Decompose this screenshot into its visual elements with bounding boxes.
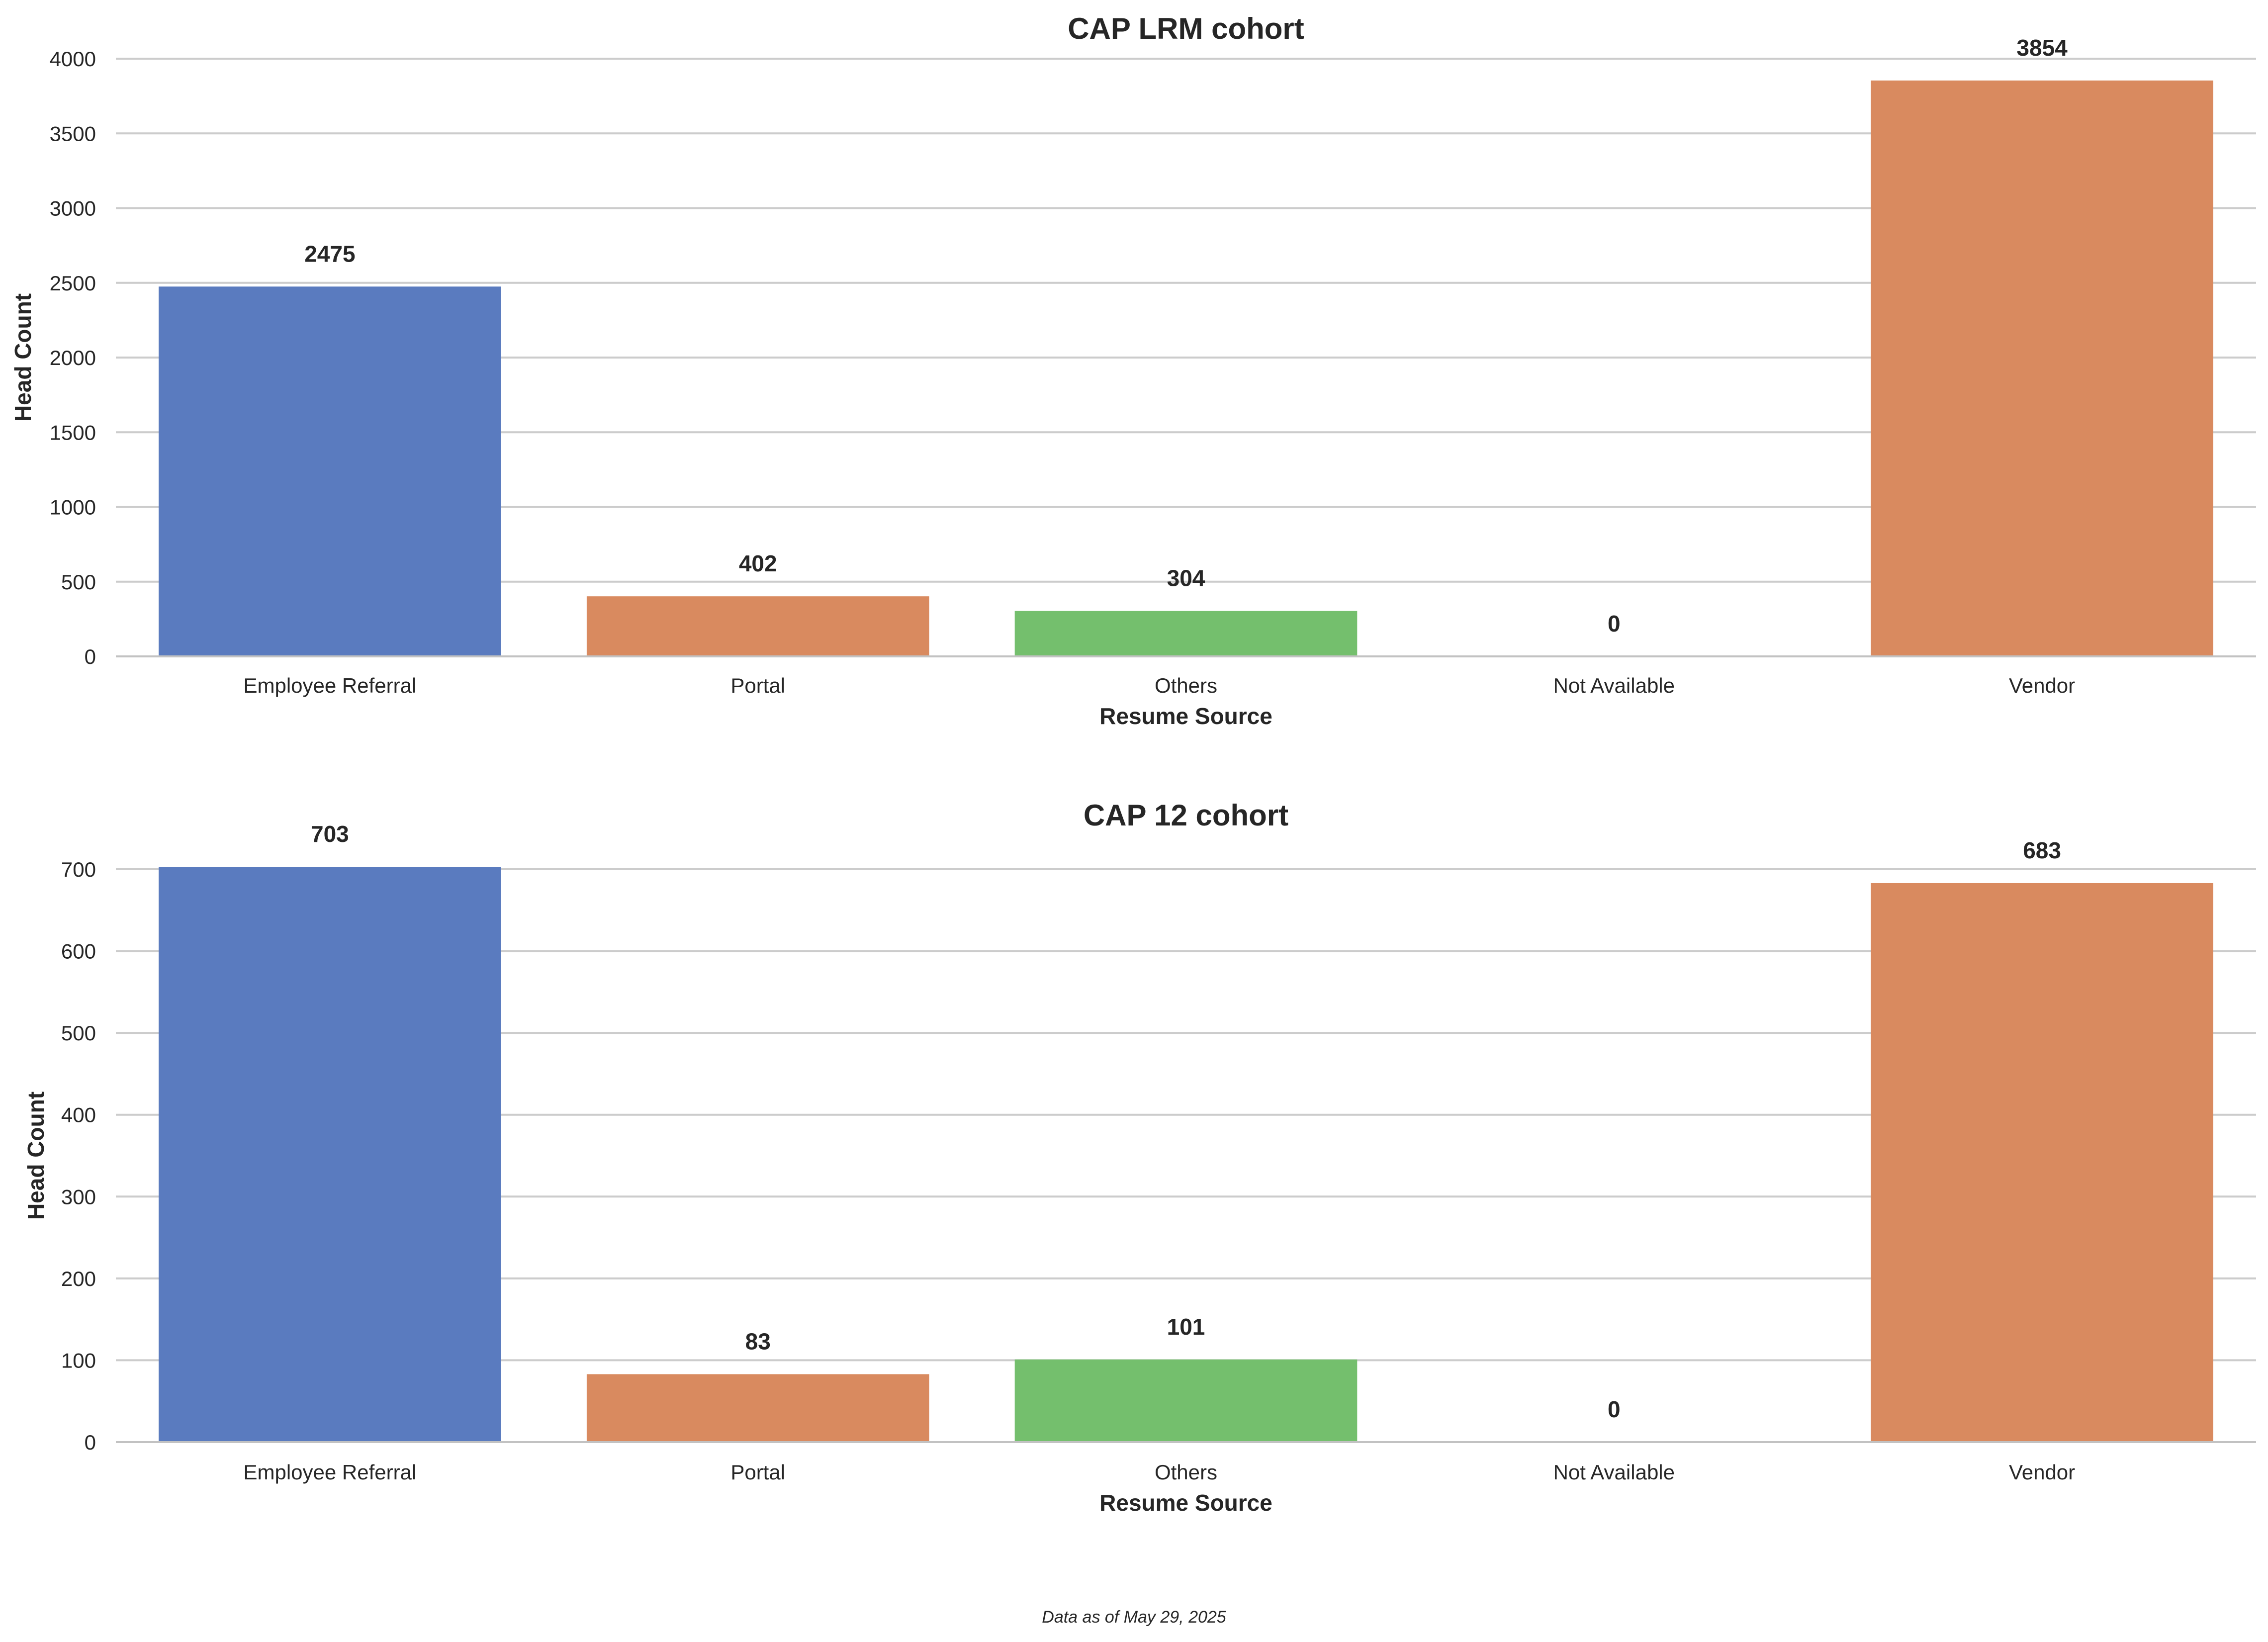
data-label: 0: [1608, 1396, 1621, 1422]
y-tick-label: 2000: [50, 346, 96, 369]
data-label: 83: [745, 1328, 771, 1354]
bar-portal: [586, 1374, 929, 1442]
y-tick-label: 500: [61, 1021, 96, 1045]
data-label: 683: [2023, 837, 2061, 863]
bar-employee-referral: [159, 867, 501, 1442]
data-label: 703: [311, 821, 349, 847]
chart-title: CAP 12 cohort: [1084, 799, 1288, 832]
y-tick-label: 500: [61, 570, 96, 594]
y-tick-label: 2500: [50, 272, 96, 295]
x-tick-label: Not Available: [1553, 674, 1675, 697]
x-tick-label: Portal: [730, 1460, 785, 1484]
data-label: 0: [1608, 611, 1621, 637]
y-tick-label: 200: [61, 1267, 96, 1290]
chart-cap-lrm-cohort: 0 500 1000 1500 2000 2500 3000 3500 4000 2475 Empl…: [10, 12, 2256, 729]
x-tick-label: Employee Referral: [243, 674, 416, 697]
bar-vendor: [1871, 883, 2213, 1442]
y-axis-label: Head Count: [23, 1092, 49, 1220]
chart-cap-12-cohort: 0 100 200 300 400 500 600 700 703 Employee Referr…: [23, 799, 2256, 1516]
footnote: Data as of May 29, 2025: [1042, 1608, 1226, 1627]
bar-portal: [586, 596, 929, 656]
x-tick-label: Not Available: [1553, 1460, 1675, 1484]
y-tick-label: 700: [61, 858, 96, 881]
y-tick-label: 0: [85, 645, 96, 668]
data-label: 101: [1167, 1314, 1205, 1340]
x-tick-label: Others: [1155, 1460, 1217, 1484]
x-tick-label: Vendor: [2009, 1460, 2075, 1484]
x-tick-label: Vendor: [2009, 674, 2075, 697]
y-tick-label: 1000: [50, 496, 96, 519]
bar-others: [1014, 1359, 1358, 1442]
y-tick-label: 3500: [50, 122, 96, 145]
y-tick-label: 400: [61, 1103, 96, 1127]
data-label: 402: [739, 550, 777, 576]
y-axis-label: Head Count: [10, 293, 36, 422]
bar-vendor: [1871, 80, 2213, 656]
bar-others: [1014, 611, 1358, 656]
x-tick-label: Others: [1155, 674, 1217, 697]
y-tick-label: 1500: [50, 421, 96, 444]
y-tick-label: 600: [61, 940, 96, 963]
data-label: 2475: [304, 241, 355, 267]
x-axis-label: Resume Source: [1099, 1490, 1272, 1516]
x-axis-label: Resume Source: [1099, 703, 1272, 729]
chart-title: CAP LRM cohort: [1068, 12, 1304, 45]
y-tick-label: 300: [61, 1185, 96, 1208]
y-tick-label: 3000: [50, 197, 96, 220]
bar-employee-referral: [159, 286, 501, 656]
data-label: 304: [1167, 565, 1205, 591]
y-tick-label: 4000: [50, 47, 96, 71]
x-tick-label: Portal: [730, 674, 785, 697]
y-tick-label: 0: [85, 1431, 96, 1454]
x-tick-label: Employee Referral: [243, 1460, 416, 1484]
data-label: 3854: [2016, 35, 2068, 61]
y-tick-label: 100: [61, 1349, 96, 1372]
